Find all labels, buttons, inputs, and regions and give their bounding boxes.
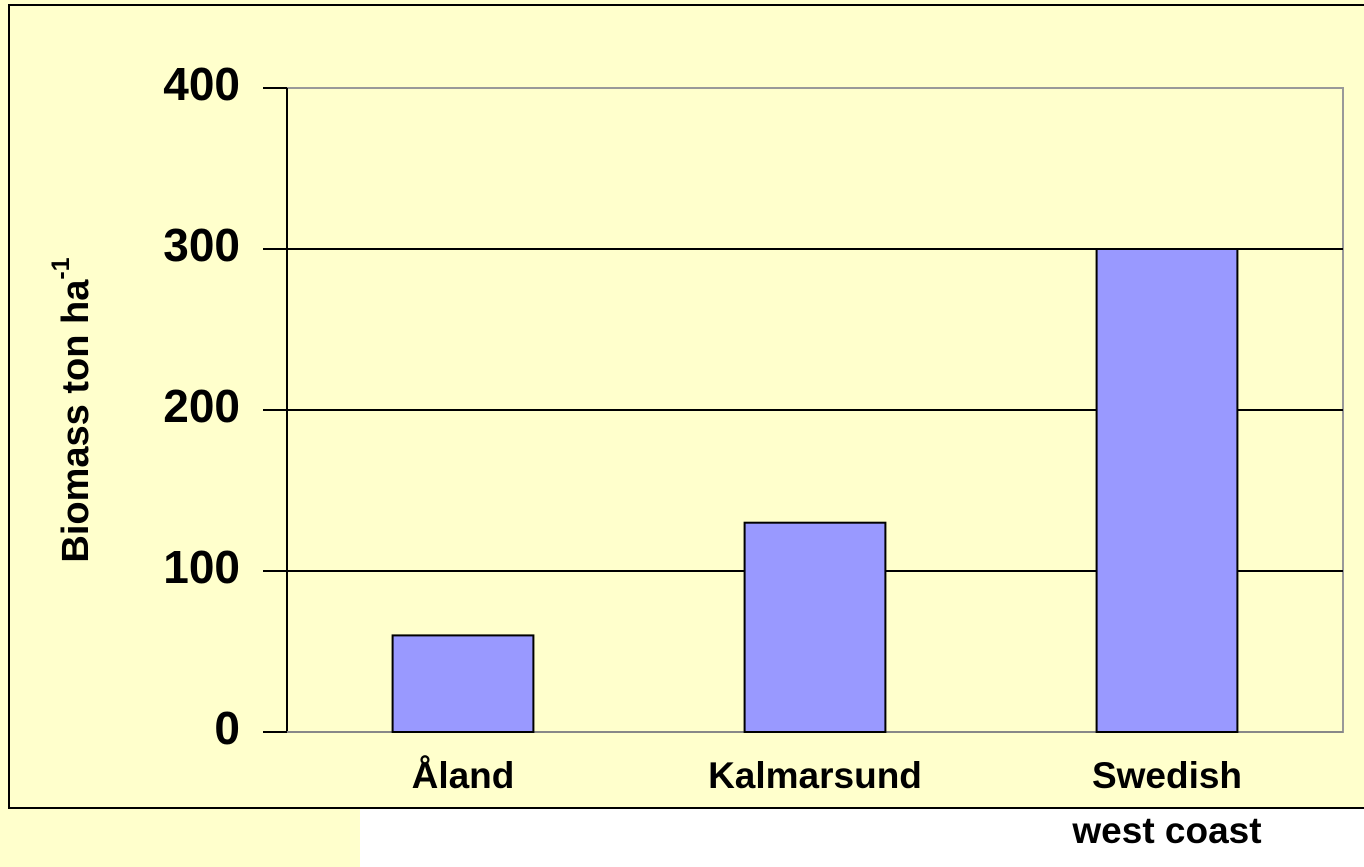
y-axis-label: Biomass ton ha-1 [47, 257, 97, 562]
y-tick-label: 300 [163, 219, 240, 271]
x-tick-label: Åland [412, 755, 515, 796]
bar [743, 521, 887, 734]
y-tick-label: 0 [214, 702, 240, 754]
bar [391, 634, 535, 734]
caption-area [360, 809, 1364, 867]
x-tick-label-line: west coast [1071, 810, 1261, 851]
y-tick-label: 400 [163, 58, 240, 110]
y-axis-label-main: Biomass ton ha [55, 279, 97, 563]
x-tick-label-line: Swedish [1092, 755, 1242, 796]
y-tick-label: 100 [163, 541, 240, 593]
x-tick-label: Swedish west coast [1071, 755, 1261, 851]
y-tick-label: 200 [163, 380, 240, 432]
bar [1095, 248, 1239, 733]
x-tick-label: Kalmarsund [708, 755, 922, 796]
y-axis-label-superscript: -1 [47, 257, 75, 279]
